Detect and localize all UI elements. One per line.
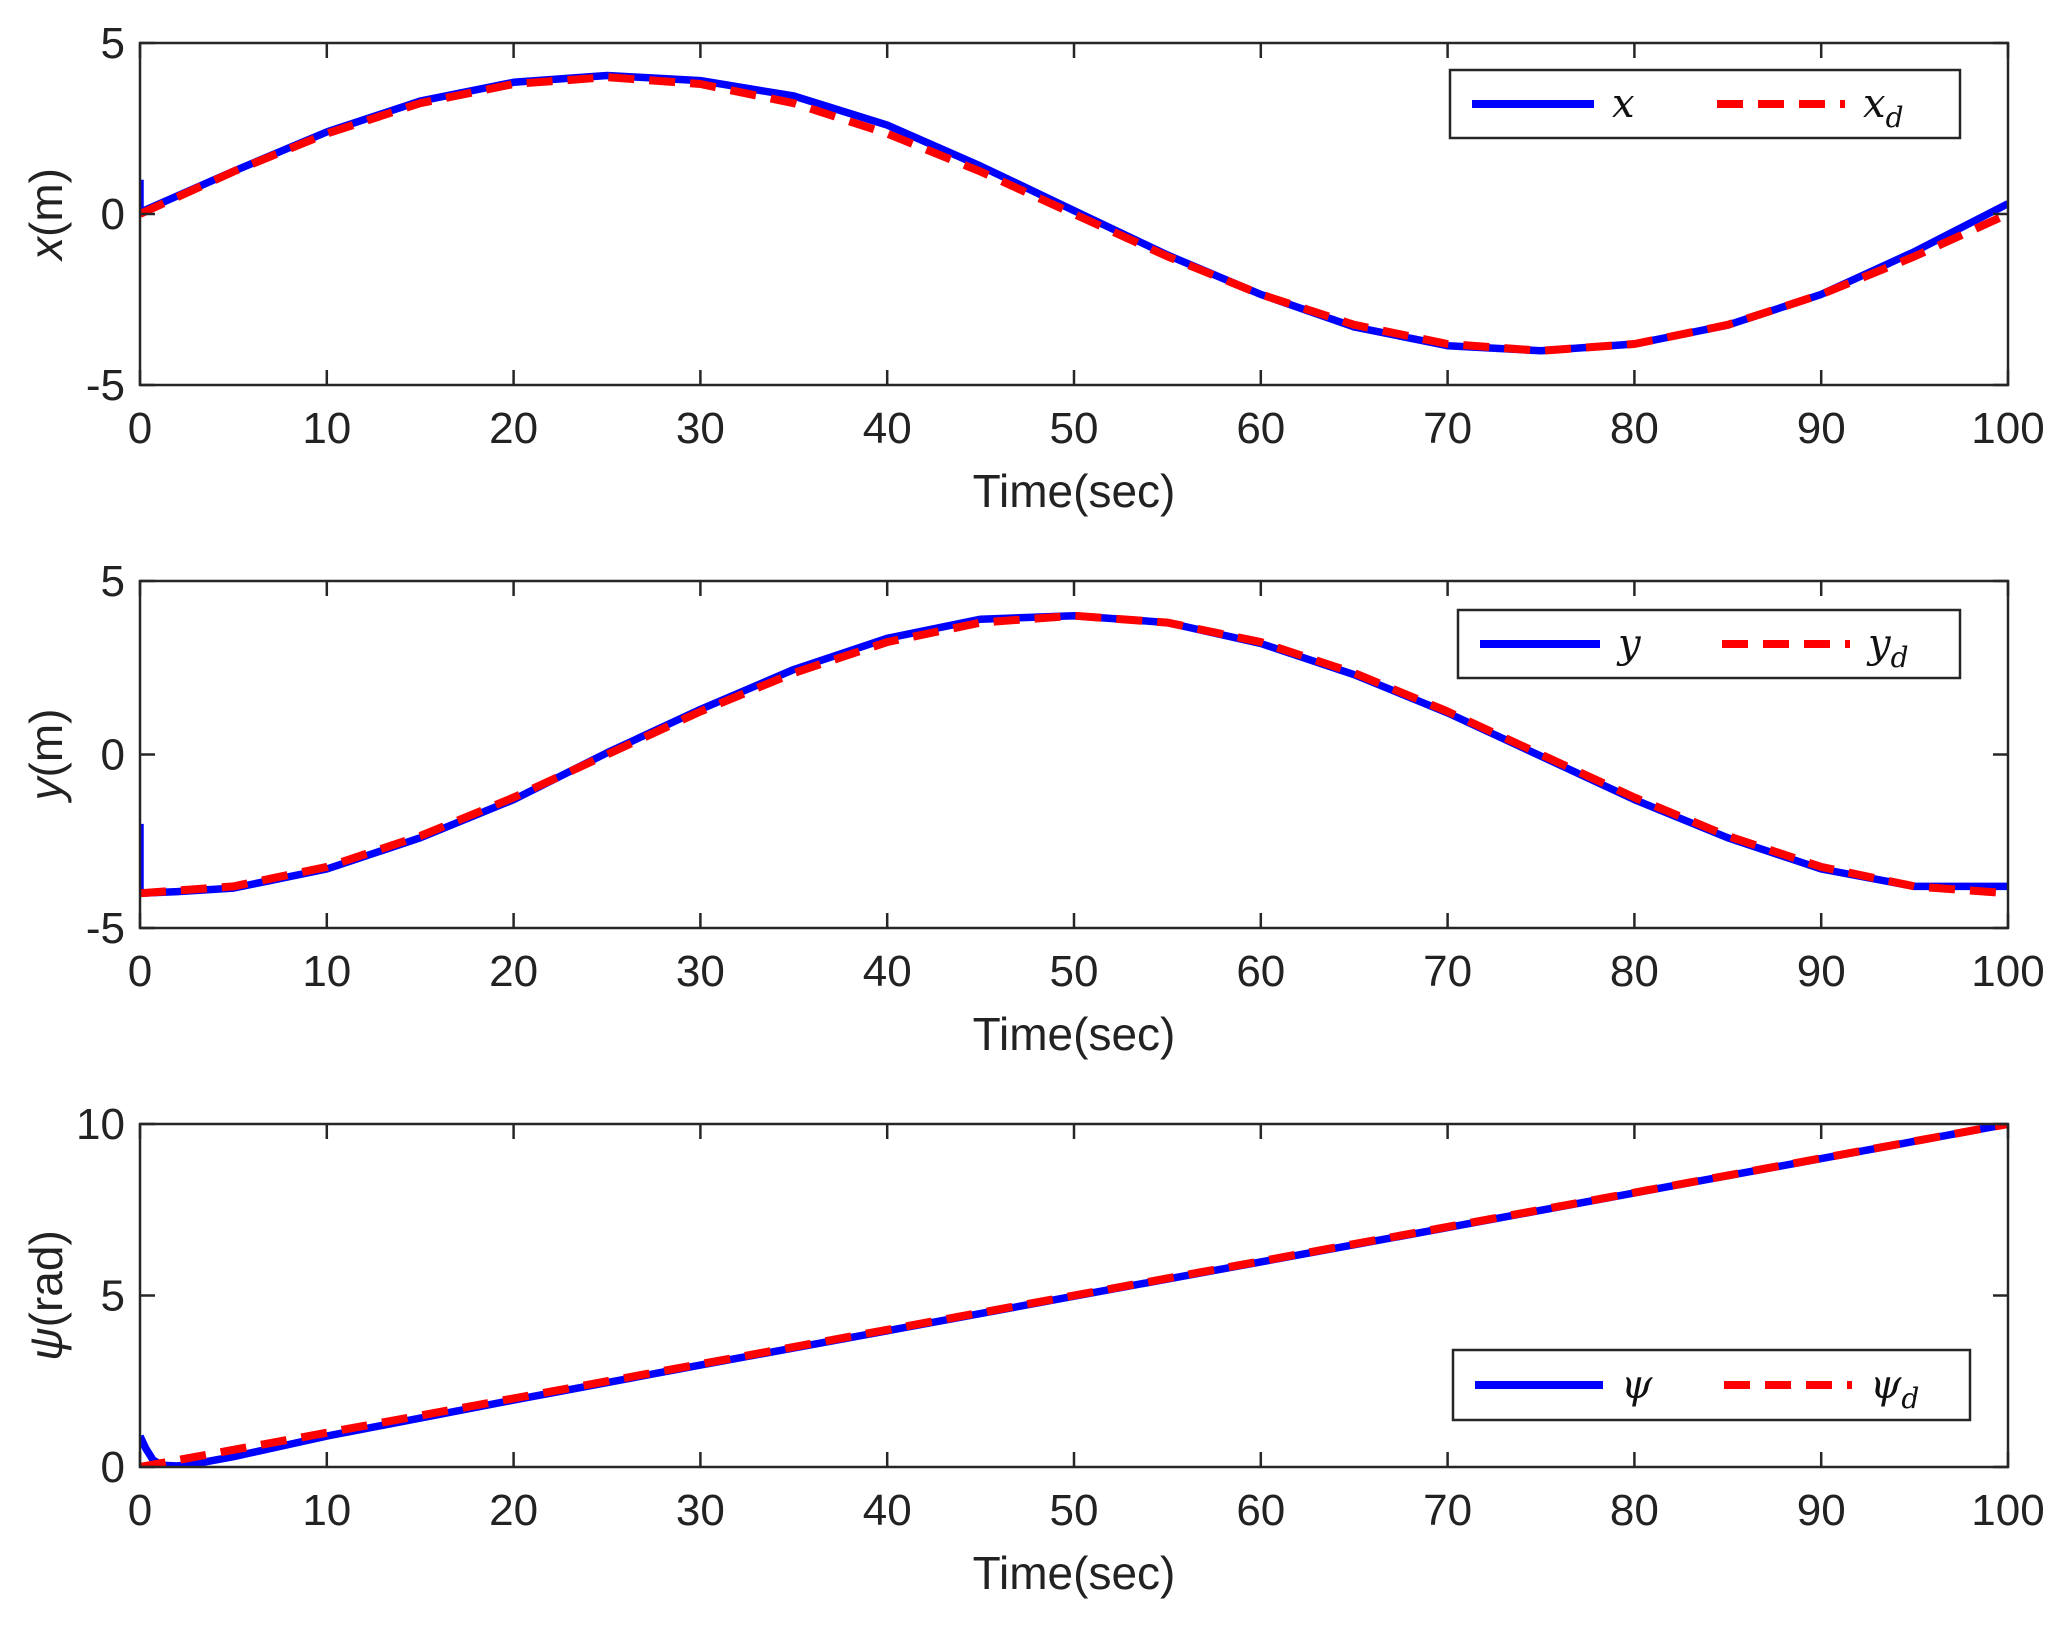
legend: ψ ψd <box>1451 1348 1972 1422</box>
x-tick-label: 10 <box>302 1486 351 1535</box>
x-tick-label: 20 <box>489 1486 538 1535</box>
y-axis-label-unit: (rad) <box>20 1230 72 1327</box>
legend-label-desired-subscript: d <box>1891 641 1909 674</box>
series-line-y-d <box>140 611 2008 898</box>
y-axis-label-unit: (m) <box>20 709 72 778</box>
legend-label-actual: y <box>1616 621 1642 667</box>
y-axis-label-variable: ψ <box>20 1327 72 1360</box>
x-tick-label: 40 <box>863 404 912 453</box>
y-axis-label-variable: y <box>20 774 72 803</box>
y-tick-label: -5 <box>86 904 125 953</box>
x-tick-label: 60 <box>1236 1486 1285 1535</box>
y-tick-label: 0 <box>101 731 125 780</box>
x-axis-label: Time(sec) <box>973 1008 1176 1060</box>
y-axis-label: y(m) <box>20 709 72 804</box>
legend-label-desired-variable: ψ <box>1870 1362 1902 1408</box>
y-tick-label: 10 <box>76 1100 125 1149</box>
y-tick-label: 0 <box>101 1443 125 1492</box>
x-axis-label: Time(sec) <box>973 465 1176 517</box>
x-tick-label: 80 <box>1610 1486 1659 1535</box>
x-tick-label: 90 <box>1797 947 1846 996</box>
x-tick-label: 40 <box>863 1486 912 1535</box>
legend-label-actual: x <box>1612 81 1635 127</box>
x-tick-label: 80 <box>1610 404 1659 453</box>
legend-label-desired-variable: y <box>1866 621 1892 667</box>
x-axis-label: Time(sec) <box>973 1547 1176 1599</box>
x-tick-label: 60 <box>1236 947 1285 996</box>
x-tick-label: 0 <box>128 1486 152 1535</box>
x-tick-label: 100 <box>1971 404 2044 453</box>
legend-label-desired-variable: x <box>1863 81 1886 127</box>
y-tick-label: 5 <box>101 1272 125 1321</box>
y-tick-label: -5 <box>86 361 125 410</box>
x-tick-label: 100 <box>1971 947 2044 996</box>
legend-label-actual: ψ <box>1621 1362 1653 1408</box>
x-tick-label: 0 <box>128 404 152 453</box>
legend-label-desired: ψd <box>1870 1362 1919 1415</box>
y-tick-label: 5 <box>101 557 125 606</box>
x-tick-label: 70 <box>1423 947 1472 996</box>
subplot-2: 0 10 20 30 40 50 60 70 80 90 100-505Time(sec)y(m)y… <box>20 557 2045 1060</box>
x-tick-label: 40 <box>863 947 912 996</box>
legend-label-desired: xd <box>1863 81 1904 134</box>
x-tick-label: 30 <box>676 404 725 453</box>
x-tick-label: 30 <box>676 1486 725 1535</box>
y-axis-label-variable: x <box>20 235 72 262</box>
x-tick-label: 80 <box>1610 947 1659 996</box>
x-tick-label: 70 <box>1423 1486 1472 1535</box>
legend-label-desired-subscript: d <box>1901 1382 1919 1415</box>
x-tick-label: 10 <box>302 947 351 996</box>
x-tick-label: 100 <box>1971 1486 2044 1535</box>
x-tick-label: 20 <box>489 947 538 996</box>
x-tick-label: 50 <box>1050 404 1099 453</box>
legend: y yd <box>1456 608 1962 680</box>
x-tick-label: 70 <box>1423 404 1472 453</box>
x-tick-label: 0 <box>128 947 152 996</box>
x-tick-label: 90 <box>1797 1486 1846 1535</box>
x-tick-label: 50 <box>1050 1486 1099 1535</box>
subplot-1: 0 10 20 30 40 50 60 70 80 90 100-505Time(sec)x(m)x… <box>20 19 2045 517</box>
y-axis-label-unit: (m) <box>20 168 72 237</box>
y-axis-label: x(m) <box>20 168 72 262</box>
x-tick-label: 20 <box>489 404 538 453</box>
y-tick-label: 0 <box>101 190 125 239</box>
legend-label-desired: yd <box>1866 621 1909 674</box>
x-tick-label: 90 <box>1797 404 1846 453</box>
legend-label-desired-subscript: d <box>1886 101 1904 134</box>
y-axis-label: ψ(rad) <box>20 1230 72 1361</box>
x-tick-label: 10 <box>302 404 351 453</box>
x-tick-label: 30 <box>676 947 725 996</box>
subplot-3: 0 10 20 30 40 50 60 70 80 90 1000510Time(sec)ψ(rad… <box>20 1100 2045 1599</box>
series-line-x-d <box>140 73 2008 355</box>
y-tick-label: 5 <box>101 19 125 68</box>
x-tick-label: 60 <box>1236 404 1285 453</box>
legend: x xd <box>1448 68 1962 140</box>
x-tick-label: 50 <box>1050 947 1099 996</box>
series-line-psi-d <box>140 1124 2008 1467</box>
